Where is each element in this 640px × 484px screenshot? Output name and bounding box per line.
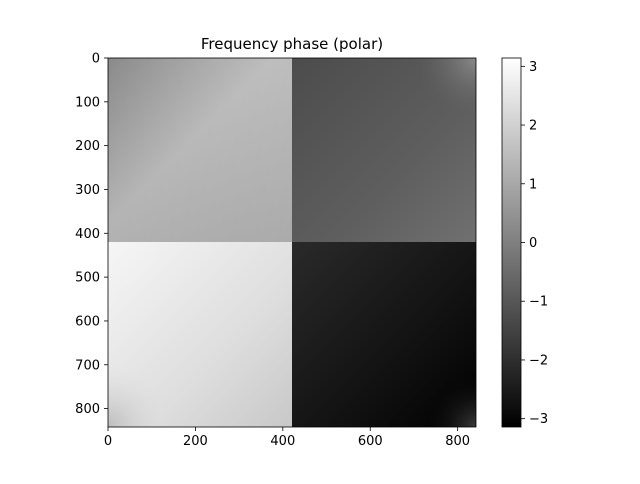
colorbar-tick-label: 0: [529, 236, 537, 251]
y-tick-label: 100: [75, 95, 100, 110]
y-tick-label: 400: [75, 227, 100, 242]
quadrant-bottom-left-corner: [108, 242, 292, 427]
x-axis: 0 200 400 600 800: [104, 427, 470, 449]
colorbar-axis: −3 −2 −1 0 1 2 3: [521, 60, 548, 427]
y-tick-label: 200: [75, 139, 100, 154]
x-tick-label: 600: [358, 434, 383, 449]
quadrant-top-right-corner: [292, 58, 476, 242]
chart-title: Frequency phase (polar): [201, 35, 383, 53]
y-tick-label: 700: [75, 358, 100, 373]
colorbar-tick-label: −1: [529, 295, 548, 310]
quadrant-top-left-shade: [108, 58, 292, 242]
y-tick-label: 0: [92, 52, 100, 67]
colorbar-tick-label: 2: [529, 119, 537, 134]
y-tick-label: 800: [75, 402, 100, 417]
colorbar: [502, 58, 521, 427]
axes-frame: [107, 57, 477, 428]
y-tick-label: 500: [75, 271, 100, 286]
x-tick-label: 200: [183, 434, 208, 449]
phase-image: [108, 58, 476, 427]
colorbar-tick-label: −2: [529, 353, 548, 368]
quadrant-bottom-right-corner: [292, 242, 476, 427]
colorbar-tick-label: 3: [529, 60, 537, 75]
colorbar-tick-label: 1: [529, 177, 537, 192]
x-tick-label: 800: [445, 434, 470, 449]
y-tick-label: 600: [75, 314, 100, 329]
colorbar-tick-label: −3: [529, 412, 548, 427]
y-axis: 0 100 200 300 400 500 600 700 800: [75, 52, 108, 417]
x-tick-label: 0: [104, 434, 112, 449]
x-tick-label: 400: [270, 434, 295, 449]
y-tick-label: 300: [75, 183, 100, 198]
